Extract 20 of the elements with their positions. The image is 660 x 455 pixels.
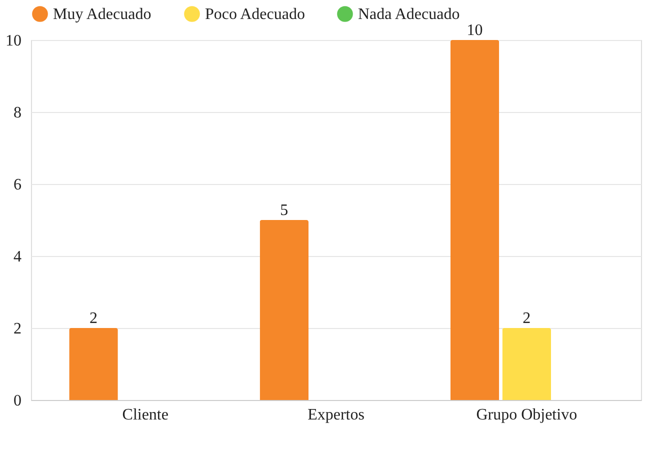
y-tick-label: 2 — [14, 320, 22, 338]
y-tick-label: 10 — [6, 32, 22, 50]
bar — [450, 40, 500, 400]
data-label: 5 — [280, 202, 288, 219]
x-tick-label: Cliente — [122, 406, 168, 424]
y-tick-label: 0 — [14, 392, 22, 410]
bar — [260, 220, 309, 400]
y-tick-label: 6 — [14, 176, 22, 194]
bar — [69, 328, 118, 400]
bar — [502, 328, 552, 400]
data-label: 2 — [522, 310, 531, 327]
y-tick-label: 8 — [14, 104, 22, 122]
y-tick-label: 4 — [14, 248, 22, 266]
data-label: 10 — [466, 22, 483, 39]
legend-label: Poco Adecuado — [205, 6, 305, 23]
data-label: 2 — [90, 310, 98, 327]
x-tick-label: Expertos — [308, 406, 364, 424]
legend-label: Muy Adecuado — [53, 6, 152, 23]
legend-label: Nada Adecuado — [358, 6, 460, 23]
x-tick-label: Grupo Objetivo — [476, 406, 578, 424]
